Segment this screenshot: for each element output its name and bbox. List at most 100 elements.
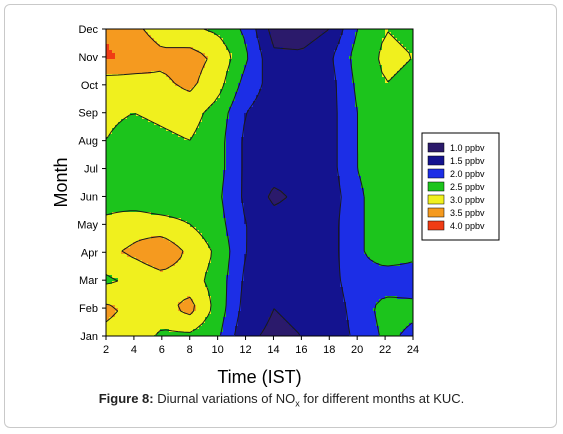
heatmap-cell [130,140,134,144]
heatmap-cell [382,143,386,147]
heatmap-cell [214,167,218,171]
heatmap-cell [304,137,308,141]
heatmap-cell [310,62,314,66]
heatmap-cell [115,62,119,66]
heatmap-cell [265,149,269,153]
heatmap-cell [187,146,191,150]
heatmap-cell [238,158,242,162]
heatmap-cell [256,146,260,150]
heatmap-cell [301,137,305,141]
heatmap-cell [109,164,113,168]
heatmap-cell [145,170,149,174]
heatmap-cell [184,143,188,147]
heatmap-cell [235,59,239,63]
heatmap-cell [286,137,290,141]
heatmap-cell [355,62,359,66]
heatmap-cell [106,140,110,144]
heatmap-cell [226,173,230,177]
heatmap-cell [367,80,371,84]
heatmap-cell [145,101,149,105]
heatmap-cell [340,134,344,138]
heatmap-cell [280,92,284,96]
heatmap-cell [283,41,287,45]
heatmap-cell [343,122,347,126]
heatmap-cell [193,158,197,162]
heatmap-cell [190,83,194,87]
heatmap-cell [382,86,386,90]
heatmap-cell [397,158,401,162]
heatmap-cell [376,113,380,117]
heatmap-cell [385,29,389,33]
heatmap-cell [328,161,332,165]
heatmap-cell [199,98,203,102]
heatmap-cell [187,92,191,96]
heatmap-cell [160,44,164,48]
heatmap-cell [391,29,395,33]
heatmap-cell [172,134,176,138]
heatmap-cell [376,149,380,153]
heatmap-cell [310,119,314,123]
heatmap-cell [199,146,203,150]
heatmap-cell [388,125,392,129]
heatmap-cell [406,86,410,90]
heatmap-cell [352,161,356,165]
heatmap-cell [244,113,248,117]
heatmap-cell [220,125,224,129]
heatmap-cell [337,65,341,69]
heatmap-cell [367,152,371,156]
heatmap-cell [337,113,341,117]
heatmap-cell [136,68,140,72]
heatmap-cell [235,92,239,96]
heatmap-cell [172,68,176,72]
heatmap-cell [313,83,317,87]
heatmap-cell [256,149,260,153]
heatmap-cell [199,104,203,108]
heatmap-cell [259,92,263,96]
heatmap-cell [385,164,389,168]
heatmap-cell [115,107,119,111]
heatmap-cell [265,101,269,105]
heatmap-cell [193,107,197,111]
heatmap-cell [262,47,266,51]
heatmap-cell [178,140,182,144]
heatmap-cell [283,164,287,168]
heatmap-cell [220,158,224,162]
heatmap-cell [115,134,119,138]
heatmap-cell [175,86,179,90]
heatmap-cell [268,86,272,90]
heatmap-cell [409,38,413,42]
heatmap-cell [130,149,134,153]
heatmap-cell [130,35,134,39]
heatmap-cell [154,113,158,117]
heatmap-cell [283,116,287,120]
heatmap-cell [178,128,182,132]
heatmap-cell [400,104,404,108]
heatmap-cell [382,89,386,93]
heatmap-cell [268,116,272,120]
heatmap-cell [400,38,404,42]
heatmap-cell [286,98,290,102]
heatmap-cell [385,125,389,129]
heatmap-cell [160,95,164,99]
heatmap-cell [250,173,254,177]
heatmap-cell [319,125,323,129]
heatmap-cell [190,113,194,117]
heatmap-cell [358,152,362,156]
heatmap-cell [142,53,146,57]
heatmap-cell [106,65,110,69]
heatmap-cell [319,152,323,156]
heatmap-cell [313,32,317,36]
heatmap-cell [199,107,203,111]
heatmap-cell [106,167,110,171]
heatmap-cell [232,131,236,135]
heatmap-cell [235,167,239,171]
heatmap-cell [253,98,257,102]
heatmap-cell [169,140,173,144]
heatmap-cell [343,89,347,93]
heatmap-cell [403,155,407,159]
heatmap-cell [238,119,242,123]
heatmap-cell [148,167,152,171]
heatmap-cell [172,149,176,153]
heatmap-cell [187,161,191,165]
heatmap-cell [319,59,323,63]
